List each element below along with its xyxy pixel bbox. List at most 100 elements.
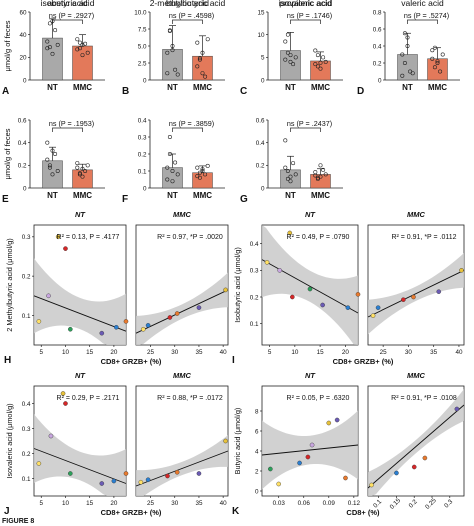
data-point <box>197 57 202 62</box>
bar-panel-B: butyric acid 0 2.5 5.0 7.5 10.0 NT MMC ns (P = .… <box>122 0 225 97</box>
y-tick-label: 0 <box>23 77 27 84</box>
y-tick-label: 0 <box>255 488 259 495</box>
x-tick-label: 40 <box>220 349 228 356</box>
data-point <box>173 67 178 72</box>
data-point <box>138 479 144 485</box>
regression-line <box>33 448 127 484</box>
x-tick-label: 5 <box>40 349 44 356</box>
data-point <box>53 28 58 33</box>
x-axis-title: CD8+ GRZB+ (%) <box>333 357 394 366</box>
facet-title: MMC <box>173 371 191 380</box>
data-point <box>77 172 82 177</box>
panel-title: propionic acid <box>279 0 332 8</box>
x-tick-label: 35 <box>430 349 438 356</box>
data-point <box>334 417 340 423</box>
x-tick-label: 25 <box>147 500 155 507</box>
data-point <box>46 293 51 299</box>
data-point <box>75 161 80 166</box>
data-point <box>410 71 415 76</box>
significance-bracket <box>52 127 83 132</box>
y-tick-label: 0.4 <box>138 117 147 124</box>
data-point <box>454 406 460 412</box>
bar-nt <box>280 50 301 81</box>
x-tick-label: 20 <box>110 500 118 507</box>
data-point <box>80 53 85 58</box>
data-point <box>167 315 173 320</box>
x-tick-label: 10 <box>62 500 70 507</box>
data-point <box>313 48 318 53</box>
x-tick-label: 0.06 <box>298 500 311 507</box>
data-point <box>318 60 323 65</box>
x-tick-label: NT <box>402 83 413 92</box>
x-tick-label: MMC <box>193 83 212 92</box>
significance-bracket <box>290 127 321 132</box>
data-point <box>174 469 180 475</box>
facet-title: MMC <box>173 210 191 219</box>
x-tick-label: MMC <box>311 83 330 92</box>
data-point <box>315 53 320 58</box>
y-tick-label: 8 <box>255 408 259 415</box>
y-tick-label: 7.5 <box>138 26 147 33</box>
y-tick-label: 0.4 <box>256 140 265 147</box>
y-tick-label: 0.8 <box>373 9 382 16</box>
x-tick-label: 20 <box>110 349 118 356</box>
data-point <box>313 62 318 67</box>
data-point <box>305 454 311 460</box>
confidence-band <box>34 414 126 496</box>
data-point <box>85 163 90 168</box>
data-point <box>430 48 435 53</box>
data-point <box>309 442 315 448</box>
y-tick-label: 0 <box>261 77 265 84</box>
data-point <box>435 59 440 64</box>
y-tick-label: 0 <box>23 185 27 192</box>
data-point <box>99 481 105 486</box>
data-point <box>432 45 437 50</box>
data-point <box>55 42 60 47</box>
x-axis-title: CD8+ GRZB+ (%) <box>101 508 162 517</box>
data-point <box>264 260 270 265</box>
data-point <box>45 46 50 51</box>
y-axis-title: μmol/g of feces <box>3 128 12 179</box>
y-tick-label: 0.2 <box>250 294 259 301</box>
stats-label: R² = 0.13, P = .4177 <box>57 234 120 241</box>
data-point <box>288 53 293 58</box>
data-point <box>75 165 80 170</box>
data-point <box>297 460 302 466</box>
y-axis-title: μmol/g of feces <box>3 20 12 71</box>
data-point <box>165 71 170 76</box>
y-tick-label: 0.4 <box>18 140 27 147</box>
x-axis-title: CD8+ (%) <box>346 508 380 517</box>
x-tick-label: 40 <box>220 500 228 507</box>
data-point <box>145 323 151 328</box>
data-point <box>68 326 73 332</box>
bar-mmc <box>192 55 213 81</box>
data-point <box>195 165 200 170</box>
data-point <box>287 230 293 236</box>
x-tick-label: MMC <box>73 83 92 92</box>
data-point <box>293 172 298 177</box>
data-point <box>167 152 172 157</box>
data-point <box>47 45 52 50</box>
x-tick-label: 35 <box>195 349 203 356</box>
y-tick-label: 40 <box>19 32 27 39</box>
data-point <box>285 32 290 37</box>
data-point <box>394 470 399 476</box>
data-point <box>430 56 435 61</box>
x-tick-label: 20 <box>342 349 350 356</box>
x-tick-label: NT <box>285 83 296 92</box>
data-point <box>50 172 55 177</box>
data-point <box>50 148 55 153</box>
data-point <box>268 466 273 472</box>
data-point <box>285 176 290 181</box>
x-tick-label: 30 <box>405 349 413 356</box>
y-tick-label: 10.0 <box>134 9 147 16</box>
y-tick-label: 0.1 <box>22 313 31 320</box>
data-point <box>165 473 170 479</box>
panel-letter: D <box>357 86 364 97</box>
bar-mmc <box>310 174 331 189</box>
confidence-band <box>368 389 464 496</box>
y-tick-label: 2 <box>255 468 259 475</box>
panel-title: 2-methylbutyric acid <box>150 0 226 8</box>
data-point <box>36 461 42 466</box>
